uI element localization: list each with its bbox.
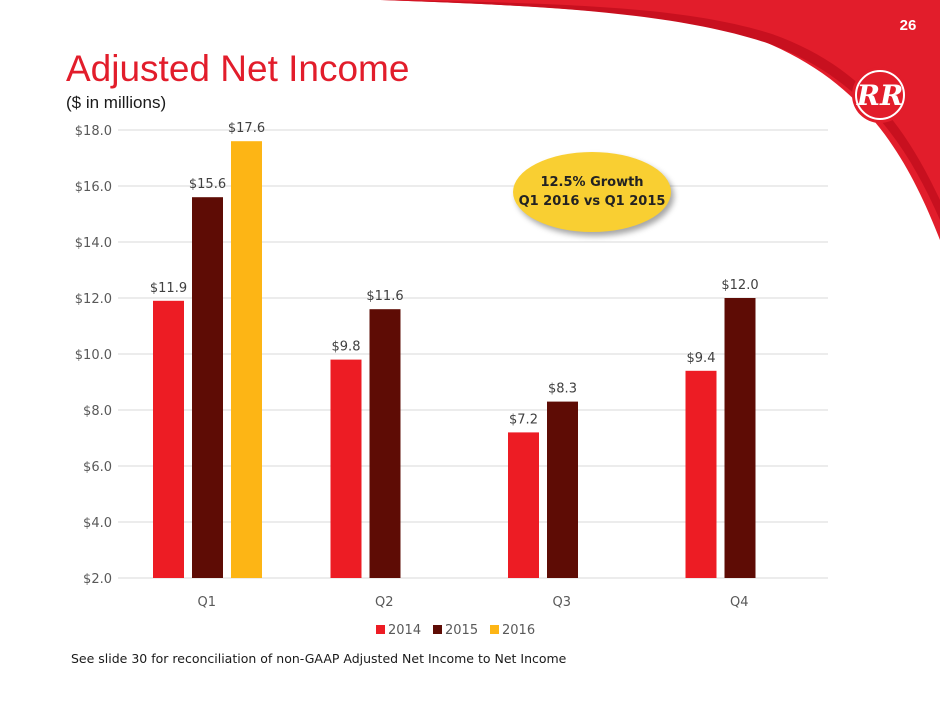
bar-2015-Q3: [547, 401, 578, 578]
y-tick-label: $8.0: [83, 404, 112, 419]
x-tick-label: Q1: [197, 595, 216, 610]
legend-swatch-2016: [490, 625, 499, 634]
y-tick-label: $12.0: [75, 292, 112, 307]
data-label: $17.6: [228, 121, 265, 136]
y-tick-label: $2.0: [83, 572, 112, 587]
legend-swatch-2015: [433, 625, 442, 634]
legend-swatch-2014: [376, 625, 385, 634]
data-label: $11.9: [150, 281, 187, 296]
x-tick-label: Q4: [730, 595, 749, 610]
bar-2014-Q1: [153, 300, 184, 578]
data-label: $15.6: [189, 177, 226, 192]
bar-2016-Q1: [231, 141, 262, 578]
x-tick-label: Q2: [375, 595, 394, 610]
footnote: See slide 30 for reconciliation of non-G…: [71, 651, 567, 666]
bars: [153, 141, 756, 578]
y-axis: $2.0 $4.0 $6.0 $8.0 $10.0 $12.0 $14.0 $16.0 $18.…: [75, 124, 112, 587]
y-tick-label: $16.0: [75, 180, 112, 195]
y-tick-label: $4.0: [83, 516, 112, 531]
page-title: Adjusted Net Income: [66, 48, 410, 89]
bar-2014-Q2: [330, 359, 362, 578]
logo-text: RR: [856, 79, 904, 112]
legend-label: 2014: [388, 623, 421, 638]
data-label: $11.6: [366, 289, 403, 304]
bar-2015-Q2: [369, 309, 401, 578]
bar-2014-Q4: [685, 370, 717, 578]
y-tick-label: $10.0: [75, 348, 112, 363]
legend-label: 2015: [445, 623, 478, 638]
legend-label: 2016: [502, 623, 535, 638]
y-tick-label: $6.0: [83, 460, 112, 475]
bar-2015-Q1: [192, 197, 223, 578]
x-axis: Q1 Q2 Q3 Q4: [197, 595, 748, 610]
slide-number: 26: [899, 17, 917, 34]
data-label: $7.2: [509, 412, 538, 427]
data-label: $12.0: [721, 278, 758, 293]
page-subtitle: ($ in millions): [66, 93, 167, 112]
bar-2015-Q4: [724, 298, 756, 578]
bar-2014-Q3: [508, 432, 539, 578]
legend: 2014 2015 2016: [376, 623, 535, 638]
y-tick-label: $14.0: [75, 236, 112, 251]
logo-icon: RR: [852, 67, 908, 123]
header-swoosh-highlight: [380, 0, 940, 220]
callout-ellipse: [513, 152, 671, 232]
grid-lines: [118, 129, 828, 579]
data-label: $9.4: [687, 351, 716, 366]
y-tick-label: $18.0: [75, 124, 112, 139]
data-label: $8.3: [548, 382, 577, 397]
data-label: $9.8: [332, 340, 361, 355]
data-labels: $11.9 $15.6 $17.6 $9.8 $11.6 $7.2 $8.3 $9.4 $12.…: [150, 121, 759, 427]
header-swoosh: [380, 0, 940, 240]
x-tick-label: Q3: [552, 595, 571, 610]
